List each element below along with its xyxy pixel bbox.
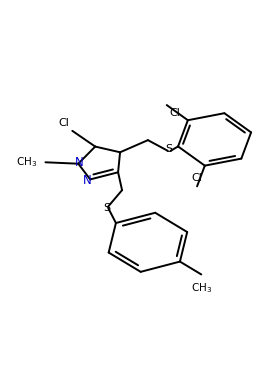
Text: Cl: Cl (170, 108, 180, 118)
Text: S: S (103, 203, 110, 213)
Text: N: N (83, 174, 92, 187)
Text: S: S (166, 144, 173, 154)
Text: CH$_3$: CH$_3$ (191, 281, 212, 295)
Text: CH$_3$: CH$_3$ (16, 155, 38, 169)
Text: N: N (75, 156, 84, 169)
Text: Cl: Cl (59, 118, 70, 128)
Text: Cl: Cl (192, 173, 202, 183)
